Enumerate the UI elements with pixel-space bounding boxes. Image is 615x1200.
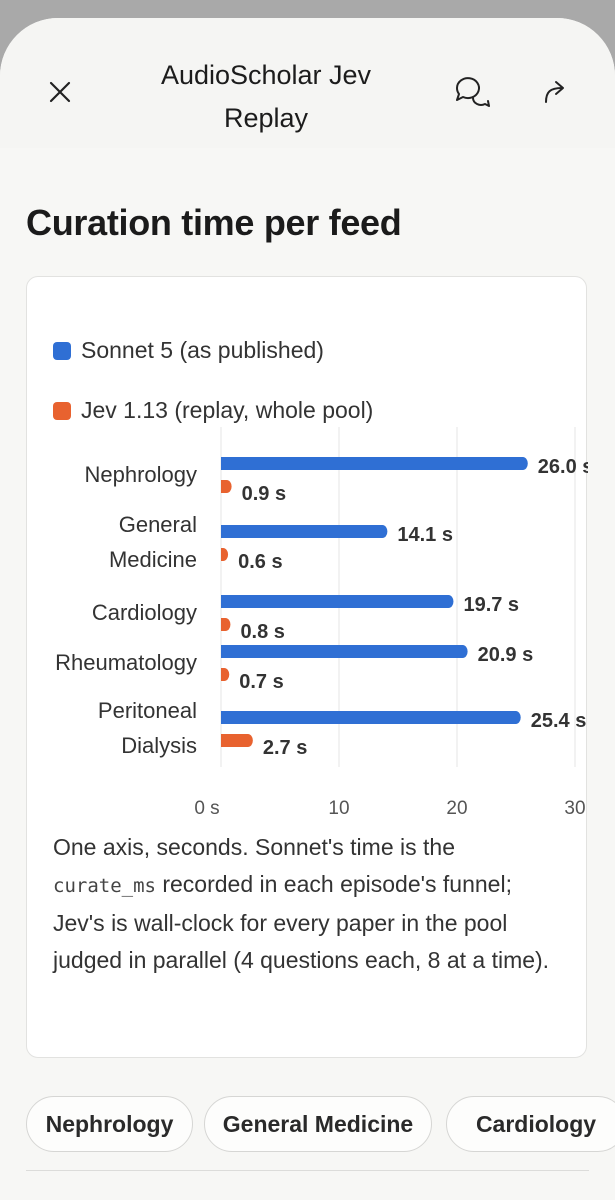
bar-sonnet	[221, 595, 454, 608]
bar-jev	[221, 618, 231, 631]
page-header-title: AudioScholar Jev Replay	[130, 54, 402, 140]
bar-jev	[221, 548, 229, 561]
chip-general-medicine[interactable]: General Medicine	[204, 1096, 432, 1152]
caption-text-2: recorded in each episode's funnel; Jev's…	[53, 871, 550, 973]
category-label: Cardiology	[92, 600, 197, 625]
data-label: 0.8 s	[240, 621, 284, 643]
share-button[interactable]	[530, 68, 578, 116]
data-label: 0.9 s	[242, 483, 286, 505]
bar-sonnet	[221, 457, 528, 470]
sheet: AudioScholar Jev Replay Curation time pe…	[0, 18, 615, 1200]
category-label: Rheumatology	[55, 650, 197, 675]
chart-caption: One axis, seconds. Sonnet's time is the …	[53, 829, 563, 979]
title-line-2: Replay	[223, 103, 309, 133]
bar-sonnet	[221, 645, 468, 658]
category-label: General	[119, 512, 197, 537]
feed-chips: Nephrology General Medicine Cardiology	[26, 1096, 615, 1154]
header: AudioScholar Jev Replay	[0, 18, 615, 148]
data-label: 14.1 s	[397, 524, 453, 546]
share-arrow-icon	[545, 81, 564, 103]
data-label: 0.7 s	[239, 671, 283, 693]
data-label: 25.4 s	[531, 710, 587, 732]
bar-jev	[221, 734, 253, 747]
x-tick-label: 20	[446, 798, 467, 817]
legend-item-jev: Jev 1.13 (replay, whole pool)	[53, 397, 373, 424]
legend-label-sonnet: Sonnet 5 (as published)	[81, 337, 324, 363]
bar-sonnet	[221, 711, 521, 724]
caption-code: curate_ms	[53, 875, 156, 897]
x-tick-label: 10	[328, 798, 349, 817]
chat-button[interactable]	[447, 68, 495, 116]
bar-sonnet	[221, 525, 388, 538]
legend-swatch-jev	[53, 401, 71, 420]
title-line-1: AudioScholar Jev	[160, 60, 372, 90]
data-label: 0.6 s	[238, 551, 282, 573]
legend-label-jev: Jev 1.13 (replay, whole pool)	[81, 397, 374, 423]
page-title: Curation time per feed	[26, 202, 402, 243]
category-label: Dialysis	[121, 733, 197, 758]
category-label: Peritoneal	[98, 698, 197, 723]
data-label: 20.9 s	[478, 644, 534, 666]
x-tick-label: 30	[564, 798, 585, 817]
data-label: 19.7 s	[463, 594, 519, 616]
x-tick-label: 0 s	[194, 798, 219, 817]
chip-cardiology[interactable]: Cardiology	[446, 1096, 615, 1152]
close-button[interactable]	[38, 70, 82, 114]
category-label: Nephrology	[84, 462, 197, 487]
bar-jev	[221, 668, 230, 681]
legend-swatch-sonnet	[53, 341, 71, 360]
chart-card: Sonnet 5 (as published) Jev 1.13 (replay…	[26, 276, 588, 1058]
legend-item-sonnet: Sonnet 5 (as published)	[53, 337, 324, 364]
data-label: 26.0 s	[538, 456, 588, 478]
data-label: 2.7 s	[263, 737, 307, 759]
bar-jev	[221, 480, 232, 493]
bar-chart: 0 s 10 20 30 Nephrology 26.0 s 0.9 s General Med…	[55, 427, 588, 817]
close-icon	[49, 81, 71, 103]
chip-nephrology[interactable]: Nephrology	[26, 1096, 193, 1152]
category-label: Medicine	[109, 547, 197, 572]
chat-bubbles-icon	[456, 77, 490, 107]
caption-text-1: One axis, seconds. Sonnet's time is the	[53, 834, 455, 860]
divider	[26, 1170, 589, 1171]
